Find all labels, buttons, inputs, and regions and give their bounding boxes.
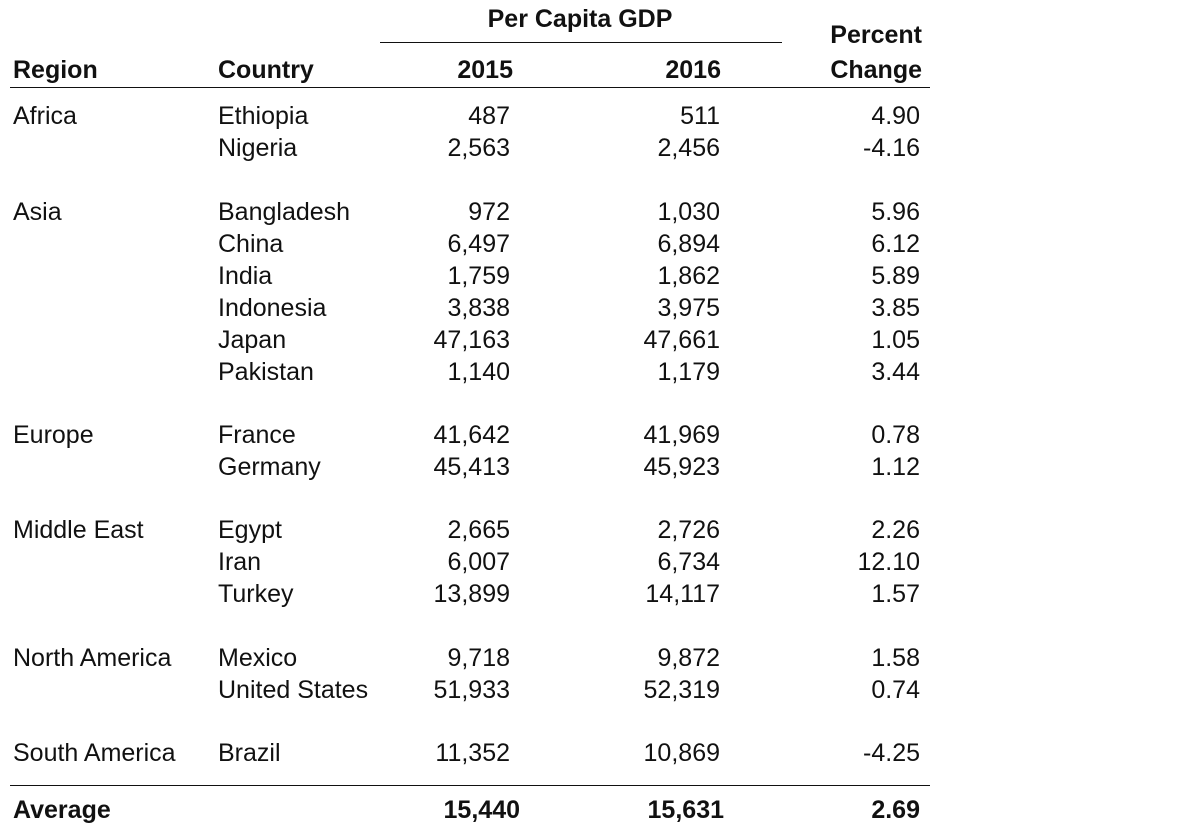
average-gdp-2016: 15,631 [647, 796, 724, 824]
country-cell: Egypt [218, 516, 282, 544]
country-cell: Pakistan [218, 358, 314, 386]
percent-change-cell: 0.74 [871, 676, 920, 704]
region-label: Africa [13, 102, 77, 130]
gdp-2015-cell: 1,140 [447, 358, 510, 386]
gdp-2016-cell: 45,923 [643, 453, 720, 481]
average-rule [10, 785, 930, 786]
gdp-2015-cell: 41,642 [433, 421, 510, 449]
gdp-2015-cell: 9,718 [447, 644, 510, 672]
percent-change-cell: 2.26 [871, 516, 920, 544]
average-percent-change: 2.69 [871, 796, 920, 824]
region-label: North America [13, 644, 172, 672]
gdp-2015-cell: 11,352 [435, 739, 510, 767]
percent-change-cell: 3.85 [871, 294, 920, 322]
header-group-underline [380, 42, 782, 43]
percent-change-cell: 12.10 [857, 548, 920, 576]
gdp-2015-cell: 13,899 [433, 580, 510, 608]
header-rule [10, 87, 930, 88]
gdp-2016-cell: 9,872 [657, 644, 720, 672]
gdp-2016-cell: 10,869 [643, 739, 720, 767]
gdp-2015-cell: 2,563 [447, 134, 510, 162]
percent-change-cell: 1.05 [871, 326, 920, 354]
gdp-2016-cell: 3,975 [657, 294, 720, 322]
gdp-2016-cell: 1,030 [657, 198, 720, 226]
gdp-2015-cell: 3,838 [447, 294, 510, 322]
gdp-2016-cell: 47,661 [643, 326, 720, 354]
gdp-2016-cell: 6,894 [657, 230, 720, 258]
gdp-2015-cell: 1,759 [447, 262, 510, 290]
header-group-title: Per Capita GDP [487, 5, 673, 33]
gdp-2016-cell: 511 [680, 102, 720, 130]
gdp-2015-cell: 6,497 [447, 230, 510, 258]
gdp-2016-cell: 2,726 [657, 516, 720, 544]
gdp-2016-cell: 52,319 [643, 676, 720, 704]
gdp-2015-cell: 972 [468, 198, 510, 226]
gdp-2015-cell: 487 [468, 102, 510, 130]
percent-change-cell: 1.57 [871, 580, 920, 608]
gdp-2016-cell: 1,862 [657, 262, 720, 290]
gdp-2016-cell: 2,456 [657, 134, 720, 162]
country-cell: China [218, 230, 284, 258]
gdp-2015-cell: 51,933 [433, 676, 510, 704]
gdp-2015-cell: 6,007 [447, 548, 510, 576]
region-label: Europe [13, 421, 94, 449]
percent-change-cell: 4.90 [871, 102, 920, 130]
gdp-2016-cell: 6,734 [657, 548, 720, 576]
country-cell: United States [218, 676, 369, 704]
country-cell: Indonesia [218, 294, 327, 322]
country-cell: Turkey [218, 580, 294, 608]
region-label: Middle East [13, 516, 144, 544]
gdp-2015-cell: 45,413 [433, 453, 510, 481]
region-label: South America [13, 739, 176, 767]
percent-change-cell: -4.25 [863, 739, 920, 767]
country-cell: Mexico [218, 644, 298, 672]
gdp-2015-cell: 47,163 [433, 326, 510, 354]
country-cell: Japan [218, 326, 287, 354]
percent-change-cell: 1.12 [871, 453, 920, 481]
percent-change-cell: 5.96 [871, 198, 920, 226]
percent-change-cell: 6.12 [871, 230, 920, 258]
gdp-2016-cell: 1,179 [657, 358, 720, 386]
header-percent-line1: Percent [830, 21, 922, 49]
percent-change-cell: 3.44 [871, 358, 920, 386]
percent-change-cell: 0.78 [871, 421, 920, 449]
gdp-2016-cell: 14,117 [645, 580, 720, 608]
country-cell: Ethiopia [218, 102, 309, 130]
country-cell: Bangladesh [218, 198, 351, 226]
header-year-2015: 2015 [457, 56, 513, 84]
country-cell: Germany [218, 453, 321, 481]
header-percent-line2: Change [830, 56, 922, 84]
percent-change-cell: -4.16 [863, 134, 920, 162]
country-cell: Brazil [218, 739, 281, 767]
percent-change-cell: 1.58 [871, 644, 920, 672]
percent-change-cell: 5.89 [871, 262, 920, 290]
header-region: Region [13, 56, 98, 84]
header-year-2016: 2016 [665, 56, 721, 84]
average-label: Average [13, 796, 111, 824]
country-cell: Iran [218, 548, 262, 576]
region-label: Asia [13, 198, 62, 226]
gdp-2015-cell: 2,665 [447, 516, 510, 544]
country-cell: Nigeria [218, 134, 298, 162]
country-cell: India [218, 262, 273, 290]
gdp-2016-cell: 41,969 [643, 421, 720, 449]
header-country: Country [218, 56, 314, 84]
average-gdp-2015: 15,440 [443, 796, 520, 824]
country-cell: France [218, 421, 296, 449]
